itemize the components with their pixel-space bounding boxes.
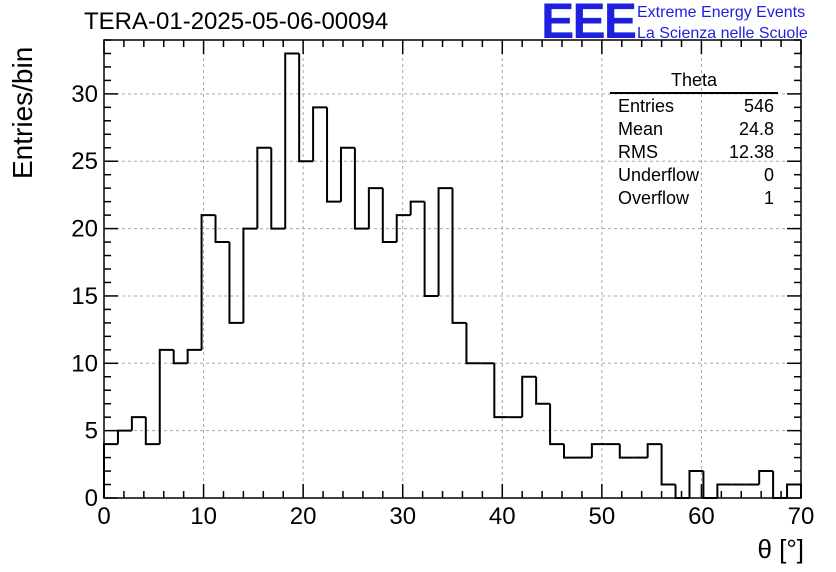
x-tick-label: 50 [589, 503, 616, 530]
histogram-bin [409, 200, 425, 216]
histogram-bin [116, 429, 132, 445]
histogram-bin [674, 484, 690, 499]
y-tick-label: 15 [71, 283, 98, 310]
x-tick-label: 10 [190, 503, 217, 530]
histogram-bin [144, 417, 160, 446]
histogram-bin [381, 188, 397, 244]
histogram-bin [423, 201, 439, 297]
histogram-bin [563, 444, 578, 459]
x-tick-label: 20 [290, 503, 317, 530]
stat-row-mean: Mean 24.8 [610, 118, 778, 141]
histogram-bin [660, 444, 676, 486]
histogram-bin [590, 443, 606, 458]
y-tick-label: 0 [85, 485, 98, 512]
stats-title: Theta [610, 70, 778, 94]
x-tick-label: 30 [389, 503, 416, 530]
histogram-bars [103, 52, 802, 499]
stat-row-entries: Entries 546 [610, 95, 778, 118]
histogram-bin [298, 53, 314, 163]
stat-row-rms: RMS 12.38 [610, 141, 778, 164]
histogram-bin [549, 403, 565, 446]
logo-line-2: La Scienza nelle Scuole [637, 25, 808, 42]
histogram-bin [284, 52, 300, 229]
stat-label: Underflow [618, 165, 700, 185]
histogram-bin [716, 483, 732, 498]
x-tick-label: 60 [688, 503, 715, 530]
histogram-bin [214, 215, 230, 244]
stat-value: 0 [763, 165, 774, 185]
histogram-bin [312, 106, 328, 162]
x-tick-label: 70 [788, 503, 815, 530]
histogram-bin [688, 470, 704, 498]
histogram-bin [130, 416, 146, 431]
y-axis-label: Entries/bin [7, 46, 38, 179]
chart-title: TERA-01-2025-05-06-00094 [84, 8, 389, 35]
stat-label: Overflow [618, 188, 690, 208]
stat-value: 24.8 [738, 119, 774, 139]
histogram-bin [493, 363, 509, 419]
x-tick-label: 40 [489, 503, 516, 530]
histogram-bin [228, 242, 244, 324]
histogram-bin [172, 349, 188, 365]
stat-label: Entries [618, 96, 675, 116]
logo-line-1: Extreme Energy Events [637, 4, 806, 21]
y-tick-label: 25 [71, 148, 98, 175]
x-axis-label: θ [°] [757, 534, 804, 564]
stat-row-overflow: Overflow 1 [610, 187, 778, 210]
histogram-bin [339, 146, 355, 202]
y-tick-label: 30 [71, 81, 98, 108]
stat-value: 1 [763, 188, 774, 208]
stat-label: RMS [618, 142, 658, 162]
stat-value: 546 [743, 96, 774, 116]
histogram-bin [521, 375, 537, 418]
y-tick-label: 5 [85, 418, 98, 445]
histogram-bin [772, 471, 788, 499]
eee-logo: EEE [541, 0, 637, 49]
histogram-bin [158, 348, 174, 445]
histogram-bin [786, 483, 802, 498]
histogram-bin [186, 348, 202, 364]
histogram-bin [646, 443, 662, 458]
histogram-bin [270, 147, 286, 230]
histogram-bin [535, 376, 551, 405]
y-tick-label: 20 [71, 216, 98, 243]
stats-box: Theta Entries 546 Mean 24.8 RMS 12.38 Un… [610, 70, 778, 210]
histogram-bin [395, 214, 411, 243]
stat-label: Mean [618, 119, 664, 139]
histogram-bin [465, 322, 481, 365]
histogram-bin [353, 147, 369, 230]
histogram-bin [256, 146, 272, 229]
stat-value: 12.38 [728, 142, 774, 162]
histogram-bin [367, 187, 383, 229]
histogram-bin [326, 107, 341, 203]
histogram-bin [437, 187, 453, 296]
y-tick-label: 10 [71, 350, 98, 377]
histogram-bin [451, 188, 467, 324]
stat-row-underflow: Underflow 0 [610, 164, 778, 187]
histogram-bin [702, 471, 718, 499]
histogram-bin [758, 470, 774, 485]
x-tick-label: 0 [97, 503, 110, 530]
histogram-bin [242, 227, 258, 323]
histogram-bin [618, 444, 634, 459]
histogram-bin [200, 214, 216, 350]
axis-ticks [103, 39, 802, 499]
